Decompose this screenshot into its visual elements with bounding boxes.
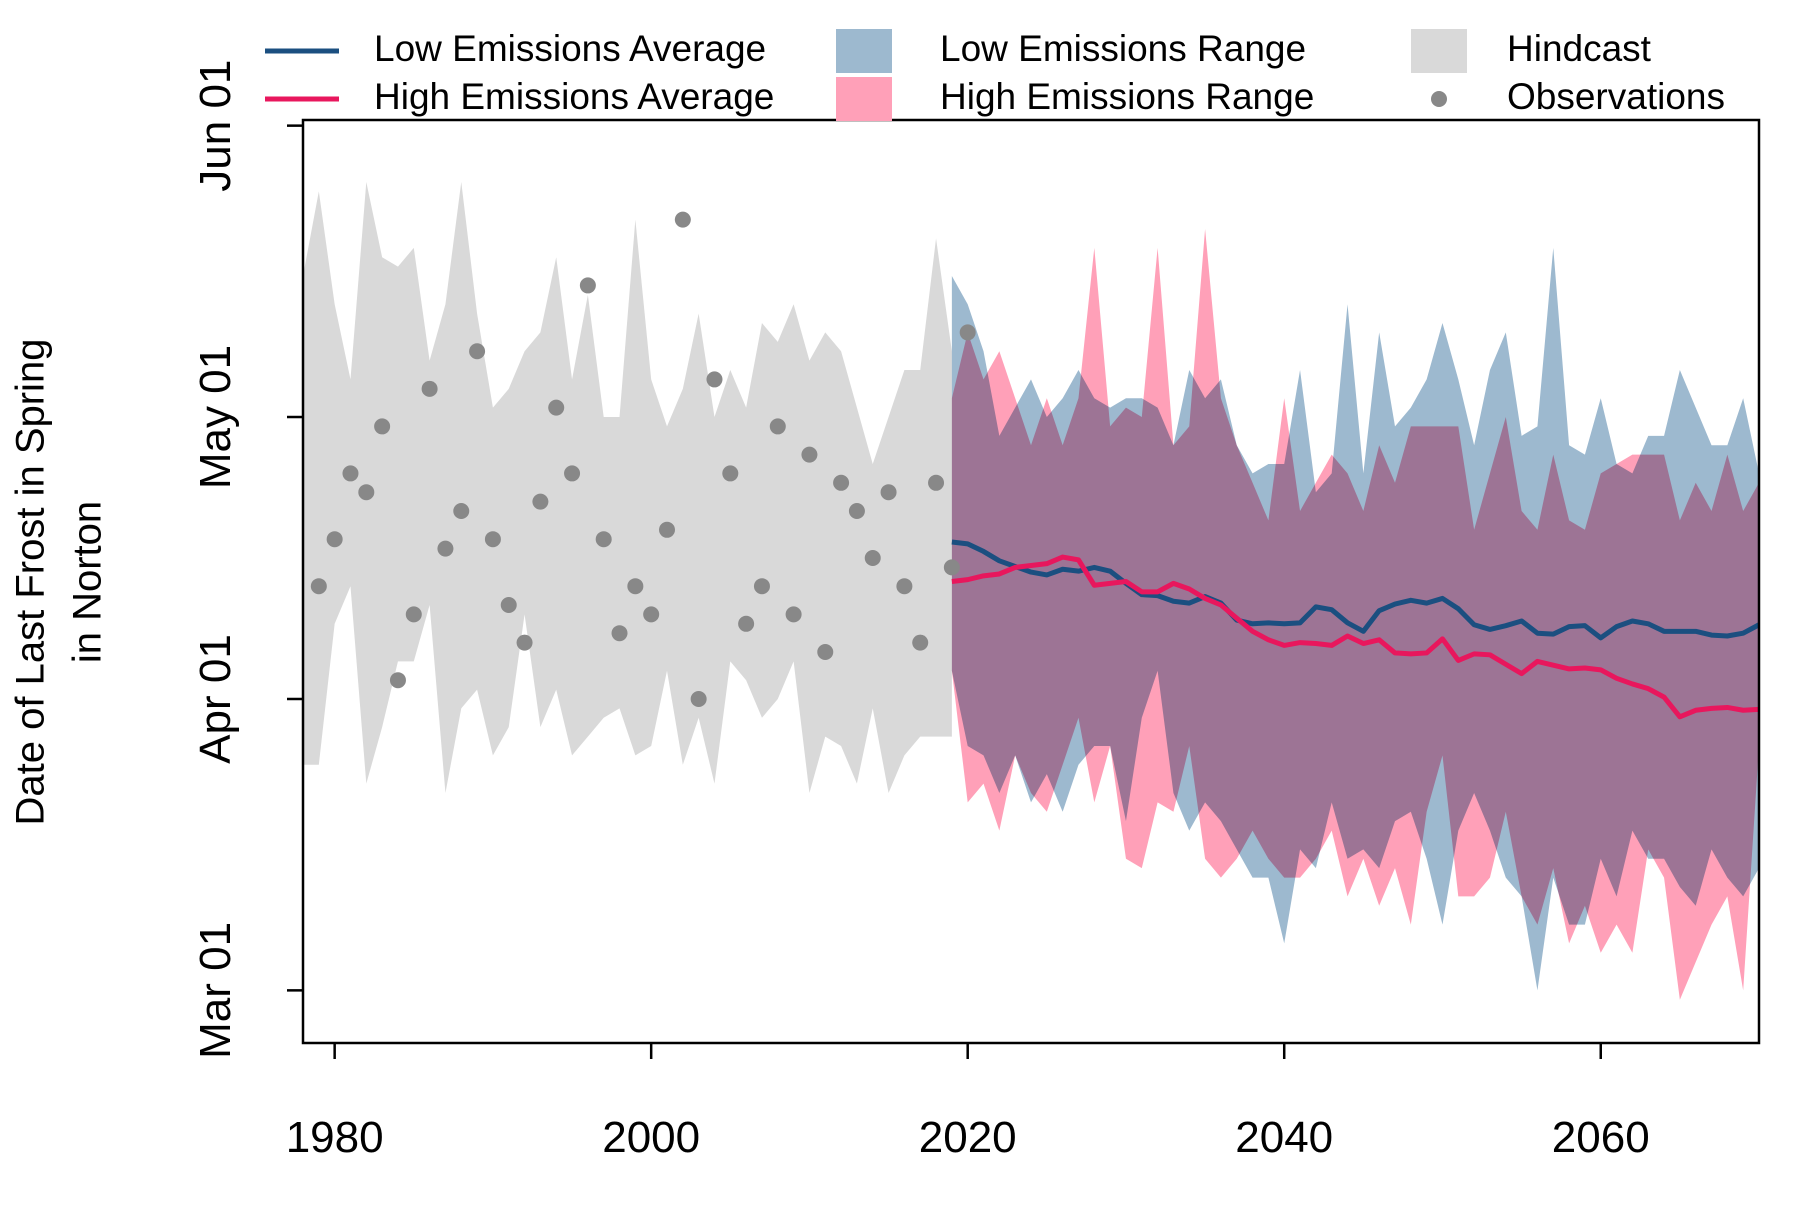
observation-point [532,493,549,510]
legend-swatch [836,29,892,73]
range-band [951,247,1759,991]
observation-point [896,578,913,595]
y-tick-label: Jun 01 [191,60,240,192]
observation-point [848,503,865,520]
observation-point [722,465,739,482]
observation-point [928,474,945,491]
legend-swatch [1431,91,1447,107]
observation-point [595,531,612,548]
observation-point [643,606,660,623]
x-tick-label: 2000 [602,1113,700,1162]
x-tick-label: 1980 [286,1113,384,1162]
observation-point [358,484,375,501]
observation-point [342,465,359,482]
x-tick-label: 2020 [919,1113,1017,1162]
observation-point [611,625,628,642]
observation-point [469,343,486,360]
axes: 1980 2000 2020 2040 2060 Mar 01 Apr 01 May 01 Ju… [191,60,1650,1162]
observation-point [453,503,470,520]
legend: Low Emissions Average High Emissions Aver… [265,28,1725,121]
legend-label: High Emissions Average [374,76,774,117]
observation-point [516,634,533,651]
observation-point [912,634,929,651]
observation-point [389,672,406,689]
legend-label: Hindcast [1507,28,1652,69]
observation-point [310,578,327,595]
observation-point [674,211,691,228]
x-tick-label: 2060 [1552,1113,1650,1162]
range-band [303,182,952,793]
observation-point [326,531,343,548]
observation-point [690,690,707,707]
observation-point [405,606,422,623]
average-line [951,554,1759,720]
observation-point [943,559,960,576]
observation-point [864,550,881,567]
y-tick-label: Apr 01 [191,634,240,764]
observation-point [421,380,438,397]
legend-label: Low Emissions Range [940,28,1306,69]
y-axis-label: in Norton [66,501,110,663]
observation-point [785,606,802,623]
observation-point [627,578,644,595]
observation-point [959,324,976,341]
y-tick-label: Mar 01 [191,922,240,1059]
observation-point [659,521,675,538]
observation-point [706,371,723,388]
observation-point [548,399,565,416]
legend-label: Observations [1507,76,1725,117]
plot-area [303,182,1759,1000]
observation-point [437,540,454,557]
observation-point [753,578,770,595]
legend-label: High Emissions Range [940,76,1314,117]
observation-point [817,643,834,660]
legend-swatch [836,77,892,121]
observation-point [769,418,786,435]
observation-point [374,418,391,435]
observation-point [564,465,581,482]
observation-point [579,277,596,294]
observation-point [833,474,850,491]
plot-frame [301,118,1761,1045]
legend-swatch [1411,29,1467,73]
observation-point [880,484,897,501]
observation-point [801,446,818,463]
observation-point [738,615,755,632]
observation-point [500,596,517,613]
observation-point [484,531,501,548]
y-axis-label: Date of Last Frost in Spring [9,339,53,826]
y-tick-label: May 01 [191,345,240,489]
x-tick-label: 2040 [1235,1113,1333,1162]
legend-label: Low Emissions Average [374,28,766,69]
